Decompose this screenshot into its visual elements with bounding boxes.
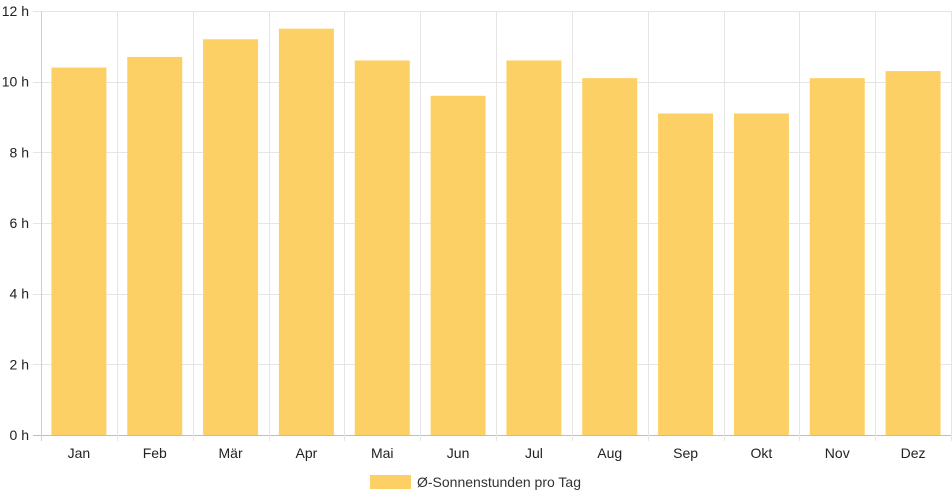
legend[interactable]: Ø-Sonnenstunden pro Tag xyxy=(370,474,581,490)
bar-mai[interactable] xyxy=(354,60,410,435)
x-tick-label: Jun xyxy=(447,445,470,461)
bars xyxy=(51,28,941,436)
y-tick-label: 8 h xyxy=(10,144,29,160)
x-tick-label: Sep xyxy=(673,445,698,461)
y-tick-label: 2 h xyxy=(10,356,29,372)
bar-okt[interactable] xyxy=(733,113,789,435)
bar-sep[interactable] xyxy=(658,113,714,435)
x-tick-label: Apr xyxy=(296,445,318,461)
x-tick-label: Dez xyxy=(901,445,926,461)
x-tick-label: Nov xyxy=(825,445,850,461)
x-tick-label: Feb xyxy=(143,445,167,461)
bar-feb[interactable] xyxy=(127,56,183,435)
x-tick-label: Jul xyxy=(525,445,543,461)
x-tick-label: Okt xyxy=(751,445,773,461)
grid-lines xyxy=(33,11,952,441)
legend-label[interactable]: Ø-Sonnenstunden pro Tag xyxy=(417,474,581,490)
bar-jan[interactable] xyxy=(51,67,107,436)
bar-dez[interactable] xyxy=(885,71,941,436)
x-tick-label: Mär xyxy=(219,445,243,461)
x-tick-label: Aug xyxy=(597,445,622,461)
y-tick-label: 4 h xyxy=(10,286,29,302)
bar-apr[interactable] xyxy=(278,28,334,436)
y-tick-label: 0 h xyxy=(10,427,29,443)
legend-swatch[interactable] xyxy=(370,475,411,489)
bar-jul[interactable] xyxy=(506,60,562,435)
bar-aug[interactable] xyxy=(582,78,638,435)
bar-nov[interactable] xyxy=(809,78,865,435)
axes: 0 h 2 h 4 h 6 h 8 h 10 h 12 h Jan Feb Mär Apr Mai Ju… xyxy=(2,3,926,461)
y-tick-label: 12 h xyxy=(2,3,29,19)
y-tick-label: 6 h xyxy=(10,215,29,231)
x-tick-label: Mai xyxy=(371,445,394,461)
bar-jun[interactable] xyxy=(430,95,486,436)
y-tick-label: 10 h xyxy=(2,74,29,90)
x-tick-label: Jan xyxy=(68,445,91,461)
bar-mär[interactable] xyxy=(203,39,259,436)
